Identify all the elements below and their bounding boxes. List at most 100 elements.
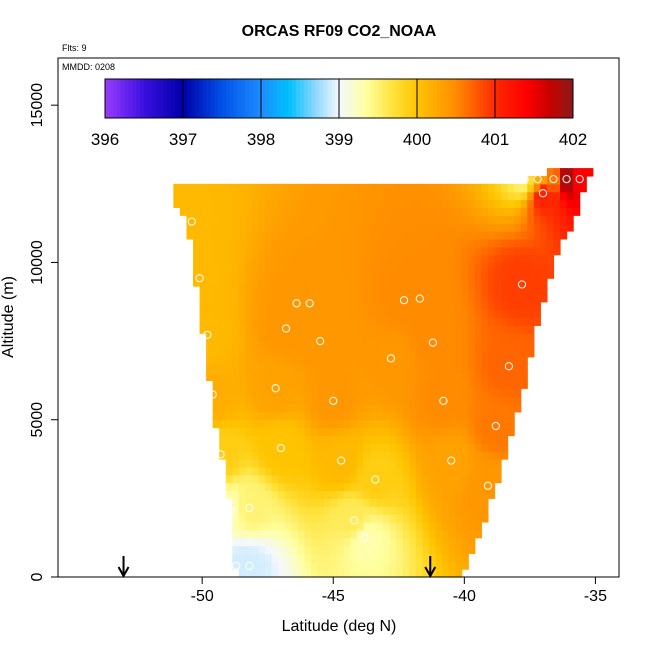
colorbar-segment: [296, 79, 301, 118]
heatmap-cell: [448, 419, 456, 429]
heatmap-cell: [363, 262, 371, 271]
heatmap-cell: [356, 317, 364, 326]
heatmap-cell: [389, 490, 397, 499]
heatmap-cell: [330, 521, 338, 531]
heatmap-cell: [291, 333, 299, 342]
heatmap-cell: [428, 341, 437, 350]
heatmap-cell: [494, 419, 502, 429]
heatmap-cell: [225, 427, 233, 437]
heatmap-cell: [455, 270, 463, 279]
heatmap-cell: [383, 348, 391, 358]
heatmap-cell: [396, 325, 404, 334]
heatmap-cell: [304, 333, 312, 342]
heatmap-cell: [317, 569, 325, 578]
heatmap-cell: [278, 419, 286, 429]
heatmap-cell: [199, 246, 207, 256]
heatmap-cell: [343, 348, 351, 358]
sample-point: [439, 396, 448, 405]
heatmap-cell: [474, 317, 482, 326]
heatmap-cell: [389, 317, 397, 326]
heatmap-cell: [428, 451, 437, 460]
heatmap-cell: [527, 254, 535, 264]
heatmap-cell: [494, 207, 502, 216]
colorbar-segment: [518, 79, 523, 118]
heatmap-cell: [278, 537, 286, 547]
heatmap-cell: [409, 545, 417, 555]
heatmap-cell: [173, 183, 181, 193]
heatmap-cell: [533, 270, 541, 279]
heatmap-cell: [461, 183, 469, 193]
heatmap-cell: [468, 278, 476, 287]
heatmap-cell: [337, 380, 345, 389]
heatmap-cell: [442, 325, 450, 334]
heatmap-cell: [258, 521, 266, 531]
heatmap-cell: [468, 215, 476, 224]
heatmap-cell: [481, 238, 489, 248]
heatmap-cell: [442, 435, 450, 444]
colorbar-segment: [128, 79, 133, 118]
heatmap-cell: [507, 270, 515, 279]
heatmap-cell: [238, 348, 247, 358]
heatmap-cell: [350, 372, 358, 382]
colorbar-segment: [229, 79, 235, 118]
heatmap-cell: [487, 191, 496, 201]
heatmap-cell: [415, 191, 423, 201]
heatmap-cell: [330, 341, 338, 350]
heatmap-cell: [481, 372, 489, 382]
heatmap-cell: [514, 270, 522, 279]
heatmap-cell: [428, 466, 437, 476]
heatmap-cell: [278, 506, 286, 515]
heatmap-cell: [297, 396, 306, 405]
heatmap-cell: [553, 199, 561, 209]
heatmap-cell: [310, 223, 319, 232]
heatmap-cell: [369, 529, 378, 539]
heatmap-cell: [199, 293, 207, 303]
heatmap-cell: [343, 293, 351, 303]
heatmap-cell: [291, 325, 299, 334]
heatmap-cell: [402, 411, 410, 421]
heatmap-cell: [514, 293, 522, 303]
heatmap-cell: [448, 435, 456, 444]
heatmap-cell: [376, 490, 384, 499]
heatmap-cell: [389, 348, 397, 358]
heatmap-cell: [422, 411, 430, 421]
heatmap-cell: [350, 356, 358, 366]
heatmap-cell: [291, 293, 299, 303]
heatmap-cell: [186, 191, 194, 201]
heatmap-cell: [317, 404, 325, 413]
heatmap-cell: [376, 569, 384, 578]
heatmap-cell: [324, 411, 332, 421]
heatmap-cell: [422, 404, 430, 413]
heatmap-cell: [330, 231, 338, 240]
heatmap-cell: [356, 231, 364, 240]
colorbar-segment: [155, 79, 161, 118]
heatmap-cell: [389, 561, 397, 570]
heatmap-cell: [448, 262, 456, 271]
heatmap-cell: [278, 435, 286, 444]
heatmap-cell: [219, 183, 227, 193]
heatmap-cell: [501, 451, 509, 460]
heatmap-cell: [193, 231, 201, 240]
heatmap-cell: [494, 364, 502, 374]
heatmap-cell: [527, 238, 535, 248]
heatmap-cell: [461, 411, 469, 421]
sample-point: [415, 294, 424, 303]
heatmap-cell: [212, 207, 220, 216]
heatmap-cell: [474, 490, 482, 499]
heatmap-cell: [389, 364, 397, 374]
heatmap-cell: [396, 411, 404, 421]
heatmap-cell: [363, 356, 371, 366]
heatmap-cell: [540, 293, 548, 303]
heatmap-cell: [356, 286, 364, 295]
heatmap-cell: [409, 231, 417, 240]
heatmap-cell: [297, 183, 306, 193]
heatmap-cell: [291, 364, 299, 374]
heatmap-cell: [455, 474, 463, 484]
heatmap-cell: [363, 231, 371, 240]
heatmap-cell: [487, 262, 496, 271]
colorbar-segment: [147, 79, 153, 118]
heatmap-cell: [468, 482, 476, 492]
heatmap-cell: [520, 380, 528, 389]
heatmap-cell: [461, 419, 469, 429]
heatmap-cell: [514, 278, 522, 287]
